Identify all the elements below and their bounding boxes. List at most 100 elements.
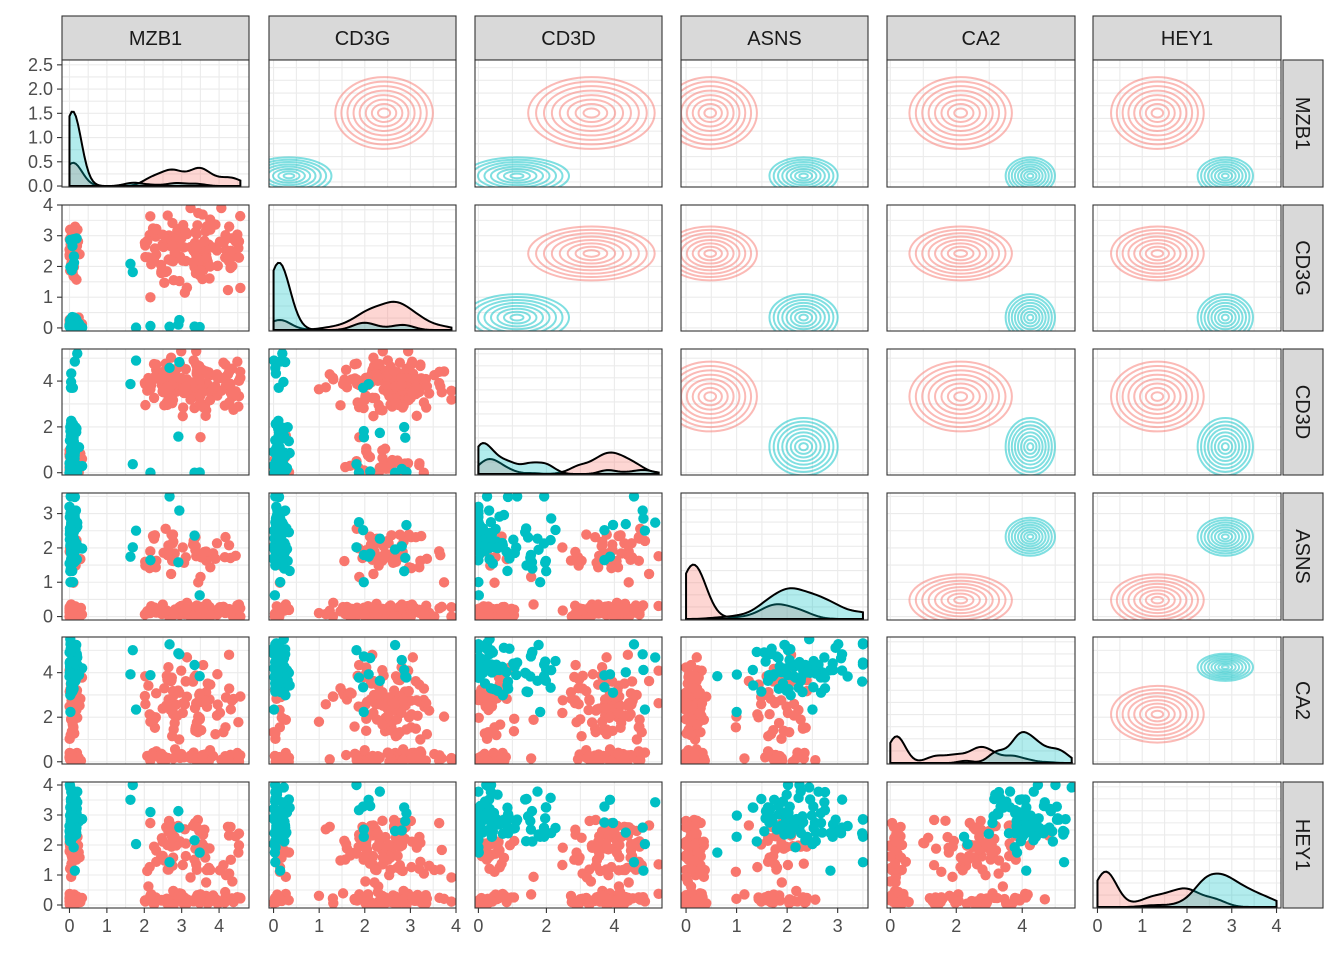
contour-group-2 (785, 431, 822, 463)
contour-group-2 (1020, 434, 1041, 459)
point-group-1 (570, 695, 581, 706)
contour-group-2 (789, 167, 818, 184)
point-group-1 (401, 724, 412, 735)
contour-group-2 (476, 298, 557, 331)
point-group-2 (538, 831, 550, 842)
column-strip (61, 15, 250, 61)
point-group-1 (313, 607, 325, 619)
contour-group-1 (685, 239, 735, 268)
point-group-1 (776, 877, 787, 888)
point-group-1 (380, 548, 391, 559)
contour-group-2 (1210, 304, 1241, 331)
point-group-1 (421, 729, 433, 740)
point-group-1 (74, 611, 85, 620)
point-group-2 (780, 807, 791, 818)
contour-group-2 (1206, 523, 1244, 550)
point-group-2 (833, 826, 844, 838)
point-group-2 (65, 706, 76, 718)
point-group-2 (475, 590, 484, 601)
panel-background (681, 493, 868, 620)
point-group-1 (576, 832, 587, 843)
contour-group-2 (1016, 431, 1044, 463)
point-group-1 (74, 700, 85, 711)
contour-group-2 (794, 438, 814, 455)
point-group-2 (825, 827, 836, 839)
point-group-1 (483, 611, 494, 620)
point-group-1 (625, 838, 637, 850)
point-group-2 (504, 813, 515, 824)
point-group-2 (819, 797, 830, 808)
point-group-2 (127, 458, 138, 470)
point-group-1 (210, 553, 221, 565)
point-group-1 (313, 890, 325, 901)
point-group-1 (1022, 889, 1033, 900)
contour-group-1 (697, 245, 723, 262)
point-group-2 (130, 525, 142, 536)
point-group-2 (856, 676, 868, 687)
point-group-2 (502, 676, 514, 687)
contour-group-1 (1133, 94, 1182, 132)
point-group-1 (197, 209, 208, 220)
contour-group-1 (685, 94, 735, 132)
point-group-2 (532, 786, 543, 797)
point-group-1 (143, 881, 154, 892)
point-group-1 (349, 894, 361, 906)
point-group-2 (526, 648, 538, 659)
panel-content (68, 110, 242, 187)
contour-group-1 (953, 391, 969, 402)
point-group-1 (360, 843, 372, 854)
point-group-1 (626, 676, 638, 687)
row-strip-label: CD3D (1291, 385, 1313, 439)
panel-border (61, 348, 250, 476)
point-group-1 (313, 716, 325, 727)
point-group-2 (607, 817, 619, 829)
point-group-1 (364, 858, 376, 869)
point-group-2 (731, 810, 743, 821)
point-group-1 (631, 689, 642, 701)
point-group-2 (475, 847, 484, 858)
point-group-1 (157, 386, 168, 398)
panel-content (64, 493, 246, 620)
point-group-2 (66, 822, 77, 834)
panel-ca2-cd3g (268, 636, 457, 765)
point-group-1 (225, 854, 237, 866)
point-group-2 (511, 814, 523, 825)
point-group-2 (475, 835, 484, 846)
point-group-2 (125, 258, 136, 270)
contour-group-2 (776, 424, 831, 470)
contour-group-2 (475, 296, 564, 331)
point-group-1 (68, 756, 79, 764)
contour-group-2 (475, 156, 570, 187)
contour-group-2 (1013, 163, 1047, 187)
contour-group-2 (1023, 170, 1038, 182)
contour-group-2 (1010, 424, 1050, 470)
point-group-1 (65, 729, 76, 741)
point-group-1 (591, 704, 603, 715)
point-group-1 (508, 726, 520, 737)
point-group-2 (539, 813, 551, 824)
contour-group-1 (1110, 225, 1205, 282)
point-group-1 (166, 240, 178, 251)
contour-group-2 (789, 434, 818, 459)
point-group-1 (145, 211, 156, 222)
point-group-1 (475, 688, 485, 699)
point-group-1 (166, 730, 178, 742)
contour-group-1 (934, 94, 988, 132)
contour-group-1 (340, 80, 428, 146)
point-group-1 (163, 540, 174, 551)
contour-group-1 (582, 107, 601, 119)
point-group-2 (273, 648, 284, 659)
point-group-1 (320, 699, 331, 710)
point-group-2 (145, 320, 156, 331)
point-group-1 (219, 886, 231, 898)
point-group-2 (130, 704, 142, 715)
point-group-2 (65, 637, 76, 645)
point-group-1 (421, 381, 433, 392)
point-group-2 (66, 368, 77, 379)
panel-ca2-hey1 (1092, 636, 1282, 765)
contour-group-1 (1115, 688, 1199, 741)
panel-cd3d-ca2 (886, 348, 1076, 476)
point-group-1 (987, 888, 998, 899)
point-group-2 (520, 523, 532, 534)
point-group-1 (410, 675, 421, 687)
